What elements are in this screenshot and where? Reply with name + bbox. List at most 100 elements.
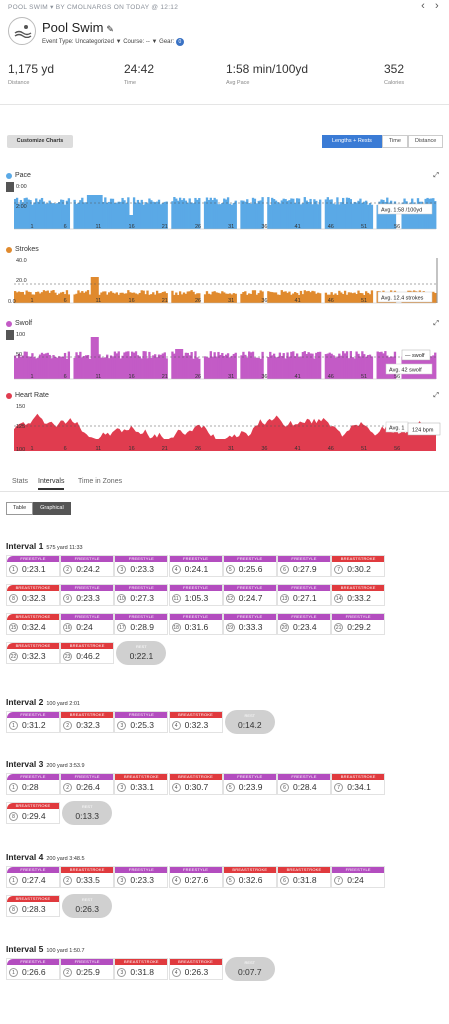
length-time: 0:31.8: [293, 875, 317, 885]
length-cell[interactable]: BREASTSTROKE 4 0:26.3: [168, 958, 223, 980]
length-number: 4: [171, 721, 181, 730]
length-cell[interactable]: BREASTSTROKE 8 0:28.3: [6, 895, 60, 917]
length-cell[interactable]: BREASTSTROKE 15 0:32.4: [6, 613, 60, 635]
customize-charts-button[interactable]: Customize Charts: [7, 135, 73, 148]
stroke-type-label: BREASTSTROKE: [115, 959, 168, 965]
length-cell[interactable]: FREESTYLE 17 0:28.9: [114, 613, 169, 635]
length-cell[interactable]: FREESTYLE 1 0:27.4: [6, 866, 60, 888]
length-cell[interactable]: BREASTSTROKE 8 0:32.3: [6, 584, 60, 606]
length-cell[interactable]: BREASTSTROKE 4 0:30.7: [168, 773, 223, 795]
rest-cell[interactable]: REST 0:13.3: [62, 801, 113, 825]
length-cell[interactable]: BREASTSTROKE 3 0:33.1: [114, 773, 169, 795]
bar: [284, 199, 287, 229]
length-cell[interactable]: BREASTSTROKE 7 0:34.1: [331, 773, 386, 795]
length-cell[interactable]: FREESTYLE 21 0:29.2: [331, 613, 386, 635]
toggle-lengths-rests[interactable]: Lengths + Rests: [322, 135, 382, 148]
length-cell[interactable]: FREESTYLE 5 0:23.9: [222, 773, 277, 795]
tab-stats[interactable]: Stats: [12, 478, 28, 485]
next-activity-icon[interactable]: ›: [435, 0, 439, 12]
toggle-time[interactable]: Time: [381, 135, 408, 148]
bar: [79, 200, 82, 229]
length-cell[interactable]: FREESTYLE 19 0:33.3: [222, 613, 277, 635]
length-cell[interactable]: FREESTYLE 6 0:28.4: [277, 773, 331, 795]
bar: [228, 357, 232, 379]
length-cell[interactable]: BREASTSTROKE 2 0:32.3: [60, 711, 115, 733]
length-number: 9: [63, 594, 73, 603]
view-table-button[interactable]: Table: [6, 502, 34, 515]
bar: [127, 290, 130, 303]
expand-pace-chart-icon[interactable]: ⤢: [433, 172, 439, 179]
length-cell[interactable]: FREESTYLE 9 0:23.3: [60, 584, 115, 606]
rest-cell[interactable]: REST 0:07.7: [224, 957, 275, 981]
expand-swolf-chart-icon[interactable]: ⤢: [433, 320, 439, 327]
activity-owner-text[interactable]: POOL SWIM ▾ BY CMOLNARGS ON TODAY @ 12:1…: [8, 4, 179, 11]
bar: [276, 356, 280, 379]
length-cell[interactable]: BREASTSTROKE 2 0:33.5: [60, 866, 115, 888]
length-cell[interactable]: FREESTYLE 11 1:05.3: [168, 584, 223, 606]
length-cell[interactable]: FREESTYLE 1 0:28: [6, 773, 60, 795]
length-cell[interactable]: FREESTYLE 7 0:24: [331, 866, 386, 888]
bar: [136, 294, 140, 303]
interval-header: Interval 5 100 yard 1:50.7: [6, 944, 446, 957]
length-cell[interactable]: FREESTYLE 4 0:24.1: [168, 555, 223, 577]
length-cell[interactable]: FREESTYLE 2 0:24.2: [60, 555, 115, 577]
bar: [144, 202, 147, 229]
length-cell[interactable]: FREESTYLE 1 0:23.1: [6, 555, 60, 577]
rest-cell[interactable]: REST 0:26.3: [62, 894, 113, 918]
length-number: 4: [171, 783, 181, 792]
length-cell[interactable]: BREASTSTROKE 6 0:31.8: [277, 866, 331, 888]
length-cell[interactable]: FREESTYLE 2 0:25.9: [60, 958, 115, 980]
length-cell[interactable]: BREASTSTROKE 4 0:32.3: [168, 711, 223, 733]
rest-label: REST: [136, 644, 147, 649]
length-cell[interactable]: FREESTYLE 3 0:23.3: [114, 555, 169, 577]
length-cell[interactable]: BREASTSTROKE 14 0:33.2: [331, 584, 386, 606]
length-cell[interactable]: FREESTYLE 2 0:26.4: [60, 773, 115, 795]
rest-cell[interactable]: REST 0:22.1: [116, 641, 167, 665]
bar: [154, 354, 157, 379]
view-graphical-button[interactable]: Graphical: [33, 502, 71, 515]
activity-meta[interactable]: Event Type: Uncategorized ▼ Course: -- ▼…: [42, 38, 184, 46]
length-cell[interactable]: BREASTSTROKE 8 0:29.4: [6, 802, 60, 824]
bar: [211, 356, 214, 379]
length-cell[interactable]: FREESTYLE 3 0:25.3: [114, 711, 169, 733]
length-cell[interactable]: FREESTYLE 1 0:31.2: [6, 711, 60, 733]
gear-count-badge[interactable]: 0: [175, 38, 184, 46]
length-cell[interactable]: FREESTYLE 16 0:24: [60, 613, 115, 635]
prev-activity-icon[interactable]: ‹: [421, 0, 426, 12]
bar: [23, 294, 26, 303]
length-cell[interactable]: BREASTSTROKE 3 0:31.8: [114, 958, 169, 980]
length-cell[interactable]: FREESTYLE 1 0:26.6: [6, 958, 60, 980]
bar: [40, 352, 44, 379]
length-cell[interactable]: FREESTYLE 5 0:25.6: [222, 555, 277, 577]
length-cell[interactable]: FREESTYLE 12 0:24.7: [222, 584, 277, 606]
length-cell[interactable]: BREASTSTROKE 23 0:46.2: [60, 642, 115, 664]
length-cell[interactable]: FREESTYLE 3 0:23.3: [114, 866, 169, 888]
length-cell[interactable]: FREESTYLE 13 0:27.1: [277, 584, 331, 606]
length-cell[interactable]: FREESTYLE 6 0:27.9: [277, 555, 331, 577]
length-cell[interactable]: FREESTYLE 18 0:31.6: [168, 613, 223, 635]
bar-series: [14, 277, 437, 303]
bar: [259, 358, 262, 379]
edit-pencil-icon[interactable]: ✎: [106, 24, 114, 34]
tab-intervals[interactable]: Intervals: [38, 478, 65, 490]
length-cell[interactable]: FREESTYLE 4 0:27.6: [168, 866, 223, 888]
length-cell[interactable]: FREESTYLE 20 0:23.4: [277, 613, 331, 635]
rest-cell[interactable]: REST 0:14.2: [224, 710, 275, 734]
length-cell[interactable]: BREASTSTROKE 7 0:30.2: [331, 555, 386, 577]
expand-hr-chart-icon[interactable]: ⤢: [433, 392, 439, 399]
length-cell[interactable]: FREESTYLE 10 0:27.3: [114, 584, 169, 606]
length-number: 3: [117, 968, 127, 977]
bar: [83, 202, 86, 229]
activity-title[interactable]: Pool Swim ✎: [42, 20, 114, 35]
length-cell[interactable]: BREASTSTROKE 22 0:32.3: [6, 642, 60, 664]
bar: [422, 204, 425, 229]
toggle-distance[interactable]: Distance: [407, 135, 444, 148]
stroke-type-label: FREESTYLE: [332, 614, 385, 620]
tab-time-in-zones[interactable]: Time in Zones: [78, 478, 123, 485]
length-cell[interactable]: BREASTSTROKE 5 0:32.6: [222, 866, 277, 888]
bar: [129, 292, 132, 303]
